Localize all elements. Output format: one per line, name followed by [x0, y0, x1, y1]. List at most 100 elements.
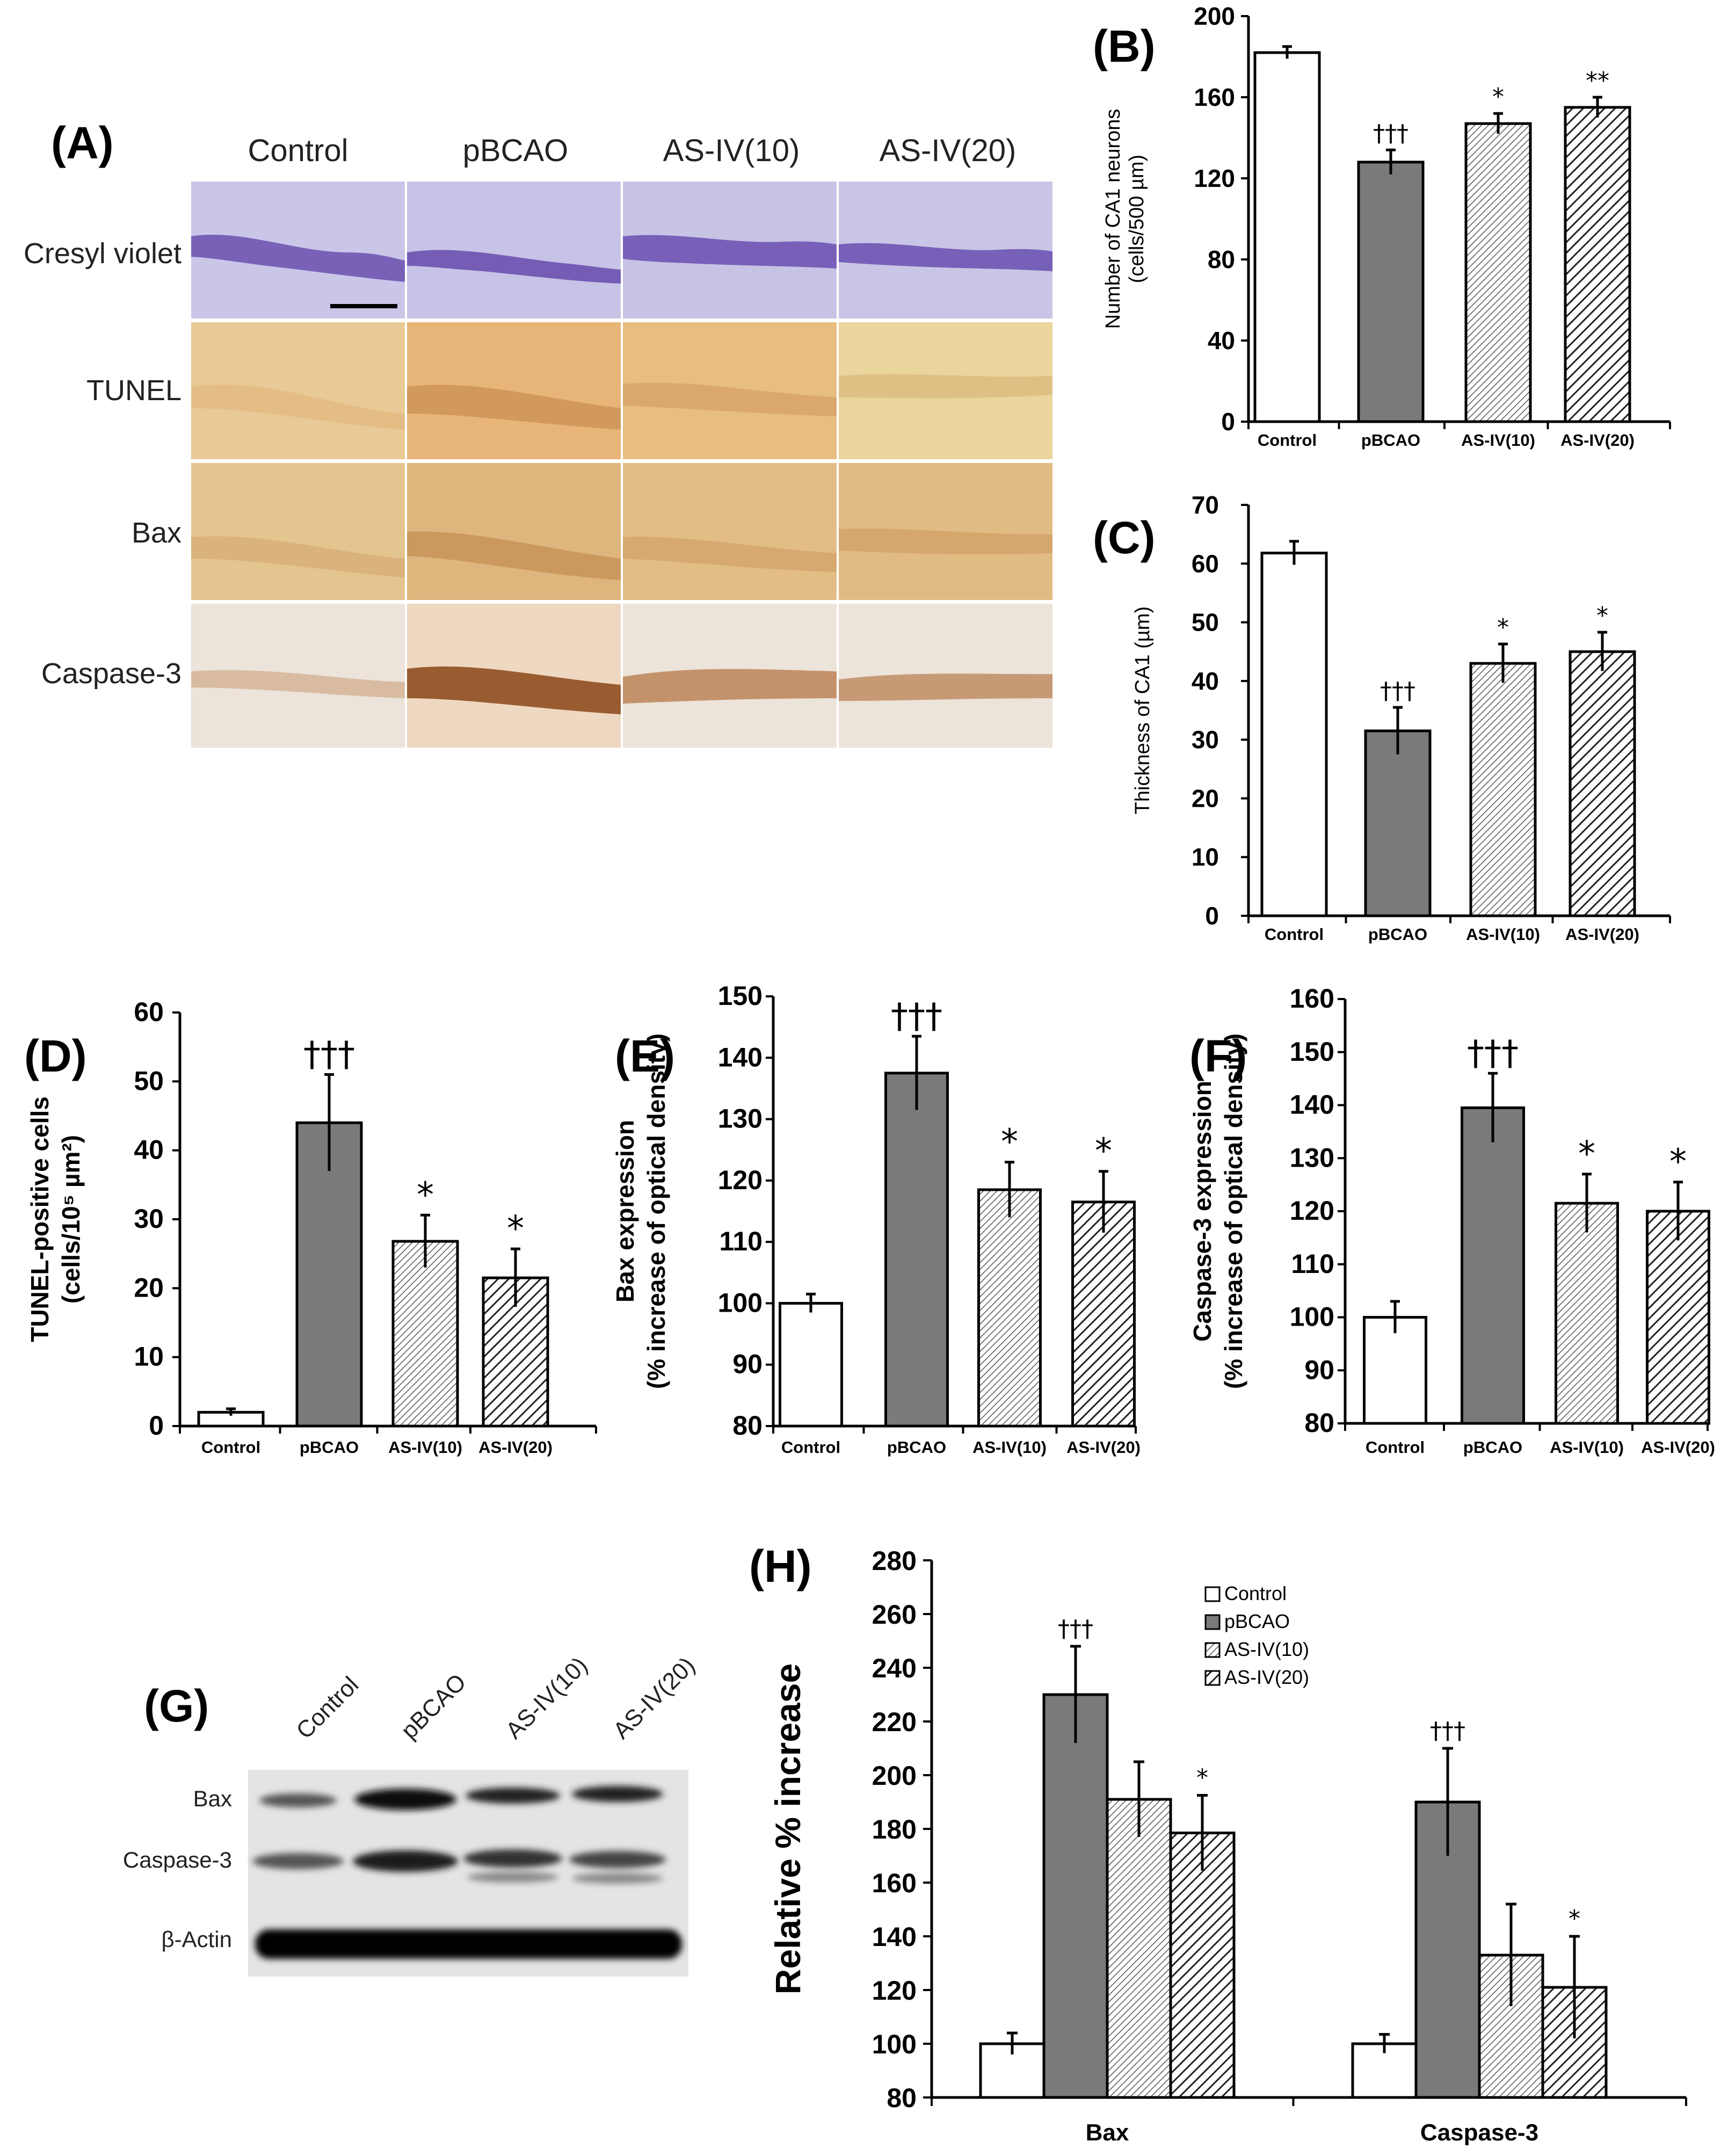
y-axis-label: Thickness of CA1 (µm): [1131, 606, 1154, 814]
y-axis-label: TUNEL-positive cells (cells/10⁵ µm²): [26, 1096, 85, 1342]
panel-a-label: (A): [51, 118, 114, 168]
significance-mark: †††: [1467, 1033, 1519, 1073]
y-tick-label: 80: [1208, 245, 1235, 273]
micrograph-tunel-asiv20: [839, 322, 1052, 459]
panel-label-c: (C): [1093, 512, 1156, 563]
significance-mark: *: [1095, 1132, 1112, 1171]
y-tick-label: 160: [872, 1868, 917, 1898]
bar-pbcao: [1364, 729, 1432, 917]
x-category-label: AS-IV(10): [1461, 431, 1535, 450]
bar-asiv20: [1646, 1210, 1710, 1425]
blot-band-casp3-control: [252, 1853, 344, 1869]
y-axis-label-line: TUNEL-positive cells: [26, 1096, 54, 1342]
x-category-label: AS-IV(20): [1066, 1438, 1141, 1457]
y-tick-label: 60: [1192, 549, 1219, 577]
y-tick-label: 100: [718, 1287, 763, 1318]
y-tick-label: 100: [872, 2029, 917, 2059]
bar-asiv10: [977, 1188, 1042, 1428]
y-tick-label: 100: [1290, 1302, 1334, 1332]
panel-label-h: (H): [749, 1541, 812, 1591]
legend-label: AS-IV(20): [1224, 1666, 1309, 1688]
micrograph-caspase3-row: [191, 604, 1052, 748]
significance-mark: *: [1669, 1142, 1687, 1182]
y-axis-label: Number of CA1 neurons (cells/500 µm): [1102, 109, 1148, 329]
y-tick-label: 140: [1290, 1090, 1334, 1120]
panel-label-d: (D): [24, 1031, 87, 1081]
y-tick-label: 20: [134, 1272, 164, 1303]
y-axis-label: Caspase-3 expression (% increase of optic…: [1188, 1033, 1247, 1389]
y-tick-label: 150: [718, 981, 763, 1011]
x-category-label: pBCAO: [887, 1438, 946, 1457]
bar-asiv10: [1469, 662, 1537, 917]
bar-asiv20: [1569, 650, 1636, 917]
significance-mark: †††: [303, 1035, 355, 1075]
x-category-label: pBCAO: [300, 1438, 359, 1457]
micro-row-bax: Bax: [132, 517, 181, 549]
significance-mark: *: [507, 1209, 524, 1249]
y-tick-label: 70: [1192, 491, 1219, 519]
y-tick-label: 150: [1290, 1037, 1334, 1067]
significance-mark: *: [1196, 1764, 1208, 1792]
micro-col-control: Control: [248, 133, 348, 168]
x-category-label: AS-IV(10): [972, 1438, 1047, 1457]
y-tick-label: 120: [872, 1976, 917, 2006]
micrograph-bax-asiv20: [839, 463, 1052, 600]
significance-mark: †††: [1373, 120, 1408, 147]
micrograph-cresyl-row: [191, 182, 1052, 319]
micrograph-bax-control: [191, 463, 405, 600]
blot-lane-pbcao: pBCAO: [396, 1669, 471, 1744]
y-tick-label: 0: [1221, 408, 1235, 436]
y-tick-label: 80: [732, 1410, 763, 1441]
y-tick-label: 140: [718, 1042, 763, 1072]
y-tick-label: 30: [134, 1204, 164, 1234]
significance-mark: †††: [1058, 1615, 1093, 1643]
y-tick-label: 240: [872, 1653, 917, 1683]
legend-swatch: [1204, 1670, 1221, 1686]
y-axis-label-line: Relative % increase: [768, 1663, 808, 1994]
chart-b: (B) 0 40 80 120 160 200 Number of CA1 neurons (c…: [1093, 2, 1671, 450]
y-tick-label: 120: [718, 1165, 763, 1195]
y-axis-label: Bax expression (% increase of optical den…: [611, 1033, 670, 1389]
panel-a: (A) Control pBCAO AS-IV(10) AS-IV(20) Cr…: [24, 118, 1052, 748]
micro-col-asiv20: AS-IV(20): [880, 133, 1017, 168]
bar-bax-asiv10: [1106, 1798, 1172, 2099]
bar-asiv20: [1071, 1200, 1136, 1428]
x-category-label: Control: [781, 1438, 840, 1457]
panel-g: (G) Control pBCAO AS-IV(10) AS-IV(20) Ba…: [123, 1652, 700, 1977]
micrograph-bax-row: [191, 463, 1052, 600]
y-tick-label: 50: [1192, 609, 1219, 636]
bar-pbcao: [884, 1072, 949, 1428]
chart-e: (E) 80 90 100 110 120 130 140 150 Bax expression(…: [611, 981, 1141, 1457]
y-tick-label: 130: [718, 1104, 763, 1134]
micrograph-tunel-row: [191, 322, 1052, 459]
y-tick-label: 30: [1192, 726, 1219, 754]
y-tick-label: 90: [732, 1349, 763, 1379]
bar-control: [1260, 552, 1328, 917]
legend: Control pBCAO AS-IV(10) AS-IV(20): [1204, 1582, 1309, 1688]
micrograph-grid: [191, 182, 1052, 748]
x-category-label: AS-IV(20): [478, 1438, 553, 1457]
y-tick-label: 140: [872, 1922, 917, 1952]
x-category-label: AS-IV(20): [1641, 1438, 1715, 1457]
micro-row-cresyl: Cresyl violet: [24, 237, 181, 270]
x-category-label: Control: [1258, 431, 1317, 450]
y-tick-label: 120: [1290, 1196, 1334, 1226]
bar-pbcao: [1357, 161, 1425, 423]
x-category-label: Control: [201, 1438, 260, 1457]
y-tick-label: 0: [149, 1410, 164, 1441]
micrograph-bax-asiv10: [623, 463, 837, 600]
y-tick-label: 200: [1194, 2, 1235, 30]
bar-asiv10: [1555, 1202, 1619, 1425]
micro-col-pbcao: pBCAO: [463, 133, 569, 168]
blot-row-bax: Bax: [193, 1786, 232, 1811]
y-axis-label-line: (cells/10⁵ µm²): [57, 1135, 85, 1304]
y-axis-label-line: (cells/500 µm): [1126, 155, 1148, 283]
panel-label-f: (F): [1189, 1031, 1247, 1081]
panel-label-b: (B): [1093, 21, 1156, 71]
significance-mark: *: [417, 1175, 434, 1215]
panel-a-column-headers: Control pBCAO AS-IV(10) AS-IV(20): [248, 133, 1017, 168]
blot-row-actin: β-Actin: [161, 1927, 232, 1952]
y-tick-label: 160: [1290, 983, 1334, 1014]
x-category-label: AS-IV(10): [388, 1438, 462, 1457]
bar-control: [1253, 51, 1321, 423]
